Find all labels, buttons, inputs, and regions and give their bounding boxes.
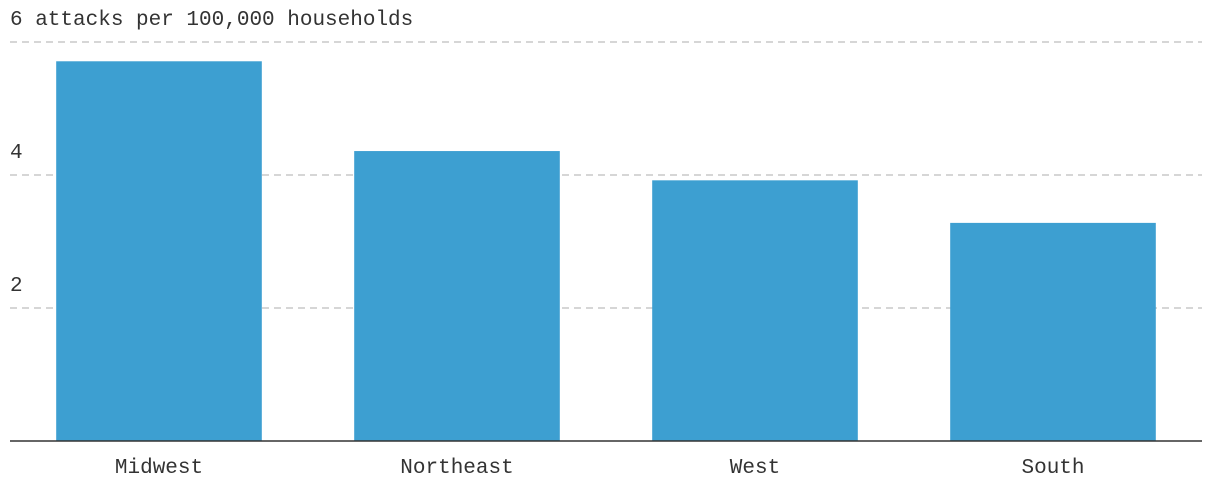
y-tick-label: 6 attacks per 100,000 households: [10, 9, 413, 32]
x-tick-label: West: [730, 457, 780, 480]
x-tick-label: Northeast: [400, 457, 513, 480]
bar: [354, 151, 560, 441]
y-tick-label: 2: [10, 275, 23, 298]
bar: [56, 61, 262, 441]
bar: [652, 180, 858, 441]
bar: [950, 222, 1156, 441]
x-tick-label: South: [1021, 457, 1084, 480]
x-tick-label: Midwest: [115, 457, 203, 480]
y-tick-label: 4: [10, 142, 23, 165]
